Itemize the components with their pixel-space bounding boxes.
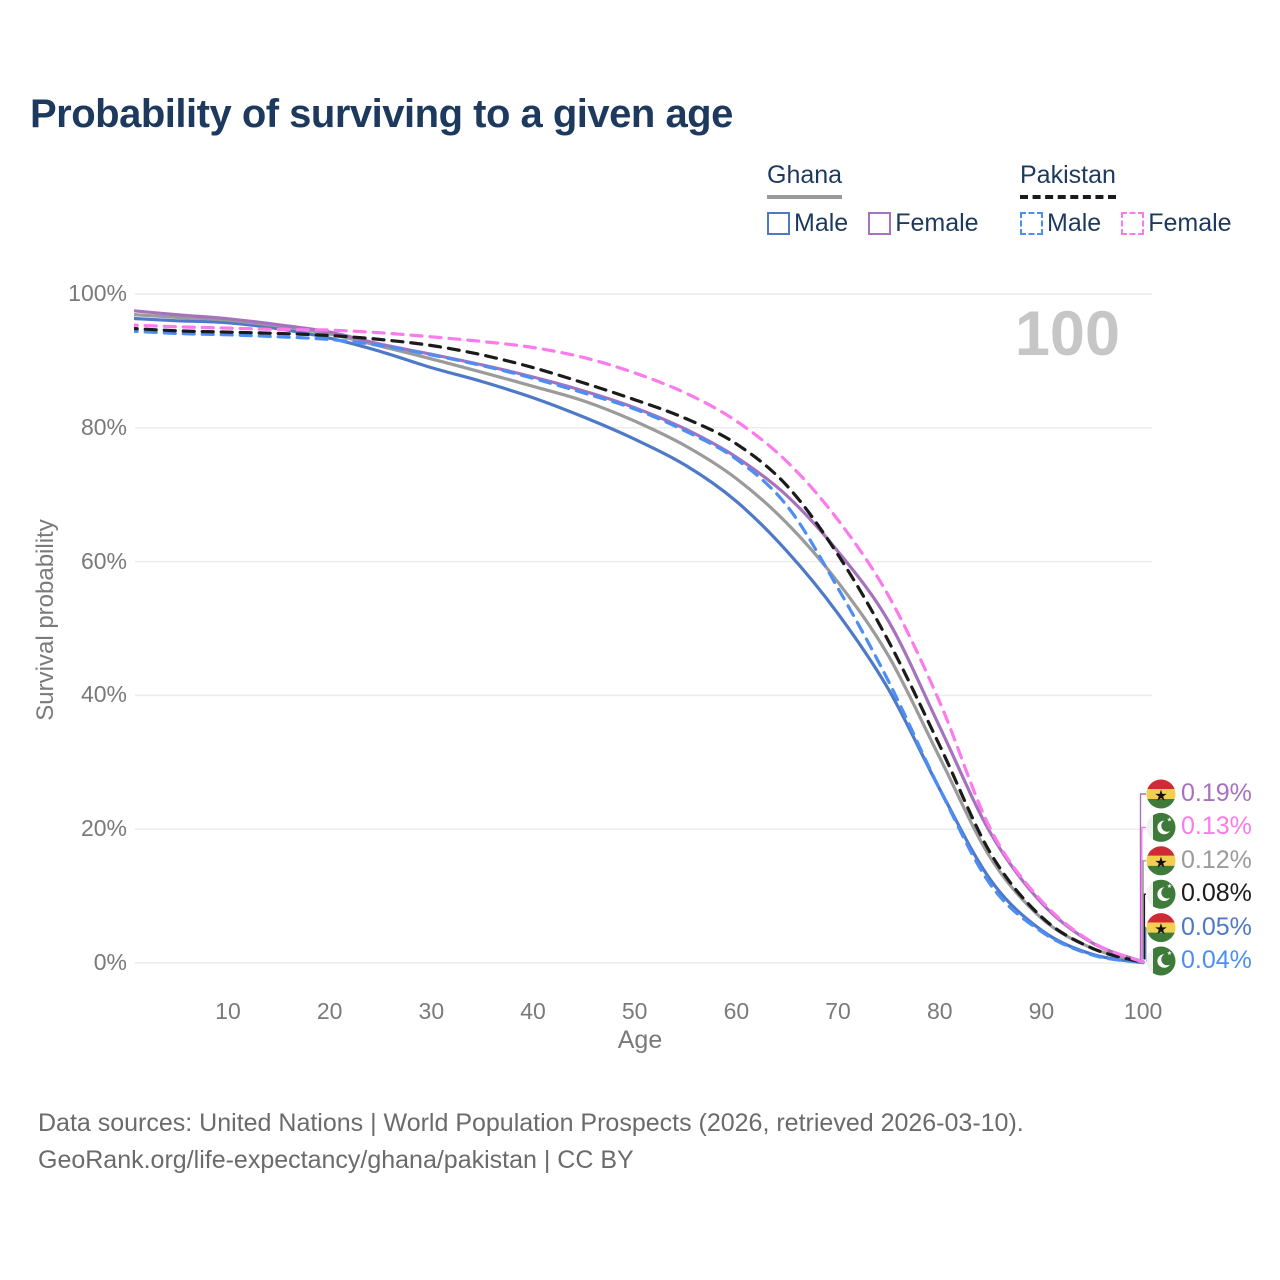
end-value-label-pakistan-female: 0.13% <box>1181 812 1252 841</box>
y-tick-label: 40% <box>80 681 127 708</box>
legend-item-ghana-male[interactable]: Male <box>767 209 848 238</box>
legend-item-ghana-female[interactable]: Female <box>868 209 979 238</box>
end-label-flag: ★ <box>1146 812 1176 842</box>
svg-text:★: ★ <box>1167 816 1172 823</box>
end-label-flag: ★ <box>1146 779 1176 809</box>
legend-item-pakistan-male[interactable]: Male <box>1020 209 1101 238</box>
legend-swatch-icon <box>1121 212 1145 235</box>
series-line-ghana[interactable] <box>126 312 1145 964</box>
svg-text:★: ★ <box>1167 950 1172 957</box>
end-label-leader-line <box>1141 826 1146 960</box>
ghana-flag-icon: ★ <box>1146 779 1176 809</box>
end-value-label-ghana-female: 0.19% <box>1181 779 1252 807</box>
x-tick-label: 10 <box>215 998 241 1024</box>
legend-item-pakistan-female[interactable]: Female <box>1121 209 1232 238</box>
legend-swatch-icon <box>1020 212 1043 235</box>
source-note: Data sources: United Nations | World Pop… <box>38 1105 1024 1179</box>
x-tick-label: 50 <box>621 998 648 1024</box>
y-tick-label: 80% <box>80 413 127 440</box>
y-tick-label: 0% <box>93 949 127 975</box>
svg-text:★: ★ <box>1154 920 1167 938</box>
hovered-age-watermark: 100 <box>1014 299 1120 369</box>
legend-item-label: Female <box>1148 209 1232 237</box>
svg-text:★: ★ <box>1167 883 1172 890</box>
x-tick-label: 40 <box>520 998 546 1024</box>
end-label-flag: ★ <box>1146 913 1176 943</box>
legend-country-ghana[interactable]: Ghana <box>767 161 843 199</box>
legend-group-ghana: Ghana Male Female <box>767 161 999 238</box>
series-line-pakistan-male[interactable] <box>126 329 1145 965</box>
series-curves <box>126 309 1145 965</box>
end-label-leader-line <box>1139 793 1146 960</box>
end-value-label-pakistan: 0.08% <box>1181 879 1252 908</box>
pakistan-flag-icon: ★ <box>1146 812 1176 842</box>
y-tick-label: 60% <box>80 547 127 574</box>
legend-group-pakistan: Pakistan Male Female <box>1020 161 1252 238</box>
source-line-1: Data sources: United Nations | World Pop… <box>38 1109 1024 1137</box>
end-label-flag: ★ <box>1146 946 1176 976</box>
end-label-flag: ★ <box>1146 846 1176 876</box>
legend-item-label: Female <box>895 209 979 237</box>
end-label-leader-line <box>1143 893 1146 960</box>
y-tick-label: 20% <box>80 815 127 842</box>
x-tick-label: 60 <box>723 998 750 1024</box>
end-value-label-pakistan-male: 0.04% <box>1181 946 1252 974</box>
ghana-flag-icon: ★ <box>1146 846 1176 876</box>
svg-text:★: ★ <box>1154 787 1167 805</box>
legend-swatch-icon <box>767 212 790 235</box>
end-label-flag: ★ <box>1146 879 1176 909</box>
y-tick-label: 100% <box>68 280 127 306</box>
end-value-label-ghana-male: 0.05% <box>1181 912 1252 941</box>
x-tick-label: 80 <box>926 998 953 1024</box>
ghana-flag-icon: ★ <box>1146 913 1176 943</box>
x-tick-label: 100 <box>1123 998 1163 1024</box>
series-line-ghana-male[interactable] <box>126 316 1145 965</box>
legend-items: Male Female <box>767 209 999 238</box>
legend-swatch-icon <box>868 212 892 235</box>
legend-item-label: Male <box>794 209 849 237</box>
x-axis-title: Age <box>617 1026 663 1054</box>
x-tick-label: 90 <box>1028 998 1055 1024</box>
x-tick-label: 30 <box>418 998 445 1024</box>
end-value-label-ghana: 0.12% <box>1181 845 1252 874</box>
page-title: Probability of surviving to a given age <box>30 92 733 136</box>
series-line-pakistan[interactable] <box>126 326 1145 965</box>
pakistan-flag-icon: ★ <box>1146 946 1176 976</box>
source-line-2: GeoRank.org/life-expectancy/ghana/pakist… <box>38 1146 634 1174</box>
x-tick-label: 20 <box>316 998 343 1024</box>
legend-items: Male Female <box>1020 209 1252 238</box>
series-line-pakistan-female[interactable] <box>126 323 1145 964</box>
legend-country-pakistan[interactable]: Pakistan <box>1020 161 1116 199</box>
x-tick-label: 70 <box>825 998 851 1024</box>
svg-text:★: ★ <box>1154 853 1167 871</box>
end-label-leader-line <box>1142 860 1146 960</box>
pakistan-flag-icon: ★ <box>1146 879 1176 909</box>
legend-item-label: Male <box>1047 209 1102 237</box>
